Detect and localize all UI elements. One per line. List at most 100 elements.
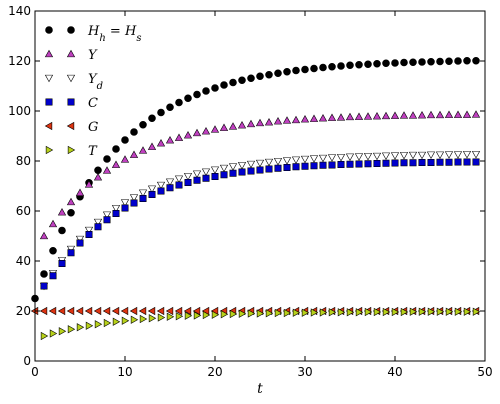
- legend-marker: [44, 74, 54, 83]
- data-point: [292, 308, 301, 317]
- data-point: [418, 58, 426, 66]
- data-point: [301, 162, 309, 170]
- y-tick-label: 0: [23, 354, 31, 368]
- data-point: [453, 110, 463, 118]
- data-point: [129, 150, 139, 158]
- data-point: [94, 320, 103, 329]
- series-0: [31, 56, 480, 303]
- data-point: [265, 165, 273, 173]
- legend-marker: [67, 145, 76, 155]
- data-point: [463, 56, 471, 65]
- data-point: [319, 161, 327, 169]
- data-point: [391, 59, 399, 67]
- data-point: [49, 329, 58, 338]
- data-point: [121, 136, 129, 144]
- legend-label: C: [88, 96, 98, 111]
- data-point: [327, 154, 337, 162]
- data-point: [147, 185, 157, 193]
- data-point: [67, 208, 75, 217]
- data-point: [111, 205, 121, 213]
- data-point: [471, 110, 481, 118]
- data-point: [67, 249, 75, 257]
- data-point: [265, 70, 273, 79]
- data-point: [436, 158, 444, 166]
- data-point: [148, 191, 156, 199]
- data-point: [166, 103, 174, 112]
- data-point: [336, 154, 346, 162]
- data-point: [454, 158, 462, 166]
- data-point: [49, 246, 57, 255]
- data-point: [229, 309, 238, 319]
- data-point: [427, 159, 435, 167]
- data-point: [382, 159, 390, 167]
- data-point: [256, 166, 264, 174]
- data-point: [210, 166, 220, 174]
- data-point: [264, 158, 274, 167]
- legend: Hh = Hs Y Yd CGT: [44, 24, 141, 159]
- data-point: [111, 160, 121, 168]
- y-tick-label: 80: [16, 154, 31, 168]
- data-point: [138, 146, 148, 154]
- data-point: [255, 118, 265, 127]
- data-point: [435, 110, 445, 119]
- data-point: [157, 187, 165, 195]
- data-point: [409, 307, 418, 316]
- data-point: [399, 111, 409, 119]
- data-point: [48, 219, 58, 228]
- y-tick-label: 120: [8, 54, 31, 68]
- data-point: [399, 152, 409, 160]
- data-point: [94, 223, 102, 231]
- data-point: [49, 272, 57, 280]
- data-point: [112, 317, 121, 326]
- data-point: [111, 306, 120, 316]
- data-point: [346, 308, 355, 317]
- data-point: [102, 166, 112, 174]
- data-point: [309, 114, 319, 122]
- legend-marker: [66, 74, 76, 83]
- data-point: [283, 308, 292, 318]
- data-point: [219, 123, 229, 131]
- data-point: [175, 98, 183, 107]
- data-point: [247, 167, 255, 175]
- data-point: [156, 139, 166, 147]
- data-point: [355, 60, 363, 69]
- series-1: [39, 110, 481, 240]
- data-point: [238, 76, 246, 85]
- data-point: [256, 309, 265, 318]
- data-point: [202, 87, 210, 95]
- legend-marker: [66, 49, 76, 58]
- legend-item: Yd: [44, 72, 103, 92]
- data-point: [400, 307, 409, 317]
- data-point: [238, 309, 247, 318]
- data-point: [184, 179, 192, 187]
- data-point: [274, 69, 282, 78]
- data-point: [229, 169, 237, 177]
- data-point: [355, 308, 364, 317]
- data-point: [103, 216, 111, 224]
- data-point: [309, 155, 319, 163]
- data-point: [426, 110, 436, 119]
- legend-item: Hh = Hs: [45, 24, 141, 44]
- legend-marker: [45, 98, 53, 106]
- y-tick-label: 100: [8, 104, 31, 118]
- legend-marker: [67, 98, 75, 106]
- data-point: [129, 194, 139, 202]
- data-point: [381, 152, 391, 160]
- data-point: [157, 108, 165, 117]
- data-point: [202, 310, 211, 320]
- data-point: [354, 112, 364, 120]
- data-point: [237, 121, 247, 129]
- data-point: [40, 331, 49, 341]
- data-point: [291, 156, 301, 164]
- data-point: [363, 153, 373, 161]
- data-point: [246, 160, 256, 169]
- data-point: [372, 152, 382, 161]
- data-point: [463, 158, 471, 166]
- data-point: [121, 204, 129, 212]
- x-tick-label: 20: [207, 365, 222, 379]
- data-point: [192, 306, 201, 316]
- data-point: [130, 315, 139, 324]
- data-point: [274, 164, 282, 172]
- data-point: [274, 308, 283, 318]
